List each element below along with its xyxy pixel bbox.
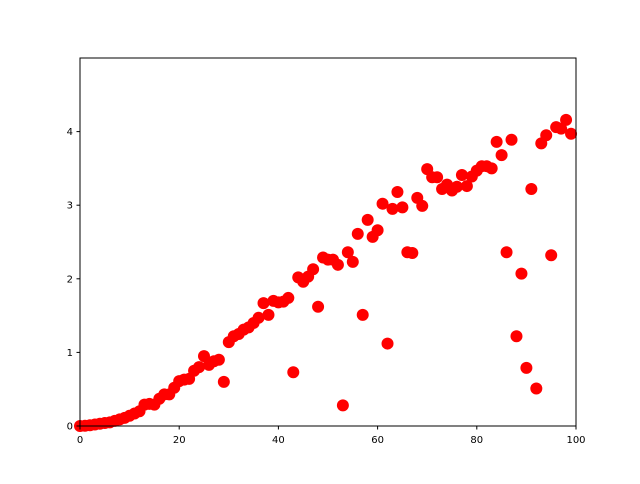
data-point — [346, 255, 359, 268]
data-point — [505, 133, 518, 146]
data-point — [525, 183, 538, 196]
data-point — [212, 353, 225, 366]
data-point — [450, 180, 463, 193]
data-point — [495, 149, 508, 162]
y-tick-label: 2 — [67, 274, 73, 285]
x-axis: 0 20 40 60 80 100 — [77, 426, 586, 446]
data-point — [257, 297, 270, 310]
y-tick-label: 4 — [67, 127, 73, 138]
data-point — [431, 171, 444, 184]
y-tick-label: 0 — [67, 422, 73, 433]
x-tick-label: 60 — [371, 435, 384, 446]
data-point — [396, 201, 409, 214]
data-point — [336, 399, 349, 412]
data-point — [540, 129, 553, 142]
x-tick-label: 80 — [470, 435, 483, 446]
data-point — [331, 258, 344, 271]
data-point — [341, 246, 354, 259]
points-layer — [74, 113, 578, 432]
data-point — [485, 162, 498, 175]
data-point — [376, 197, 389, 210]
data-point — [545, 249, 558, 262]
data-point — [560, 113, 573, 126]
data-point — [193, 361, 206, 374]
data-point — [217, 375, 230, 388]
data-point — [460, 180, 473, 193]
data-point — [252, 311, 265, 324]
data-point — [361, 213, 374, 226]
axes-frame — [79, 57, 577, 427]
data-point — [510, 330, 523, 343]
data-point — [386, 202, 399, 215]
data-point — [391, 185, 404, 198]
x-tick-label: 0 — [77, 435, 83, 446]
data-point — [455, 169, 468, 182]
data-point — [351, 227, 364, 240]
data-point — [490, 135, 503, 148]
data-point — [262, 308, 275, 321]
x-tick-label: 20 — [173, 435, 186, 446]
y-tick-label: 1 — [67, 348, 73, 359]
data-point — [371, 224, 384, 237]
data-point — [416, 199, 429, 212]
data-point — [356, 308, 369, 321]
data-point — [312, 300, 325, 313]
data-point — [287, 366, 300, 379]
data-point — [530, 382, 543, 395]
data-point — [307, 263, 320, 276]
data-point — [381, 337, 394, 350]
x-tick-label: 40 — [272, 435, 285, 446]
data-point — [406, 247, 419, 260]
data-point — [198, 350, 210, 363]
data-point — [500, 246, 513, 259]
x-tick-label: 100 — [566, 435, 585, 446]
y-axis: 0 1 2 3 4 — [67, 127, 80, 433]
data-point — [555, 122, 568, 135]
y-tick-label: 3 — [67, 201, 73, 212]
data-point — [565, 127, 578, 140]
data-point — [282, 291, 295, 304]
data-point — [515, 267, 528, 280]
data-point — [520, 361, 533, 374]
